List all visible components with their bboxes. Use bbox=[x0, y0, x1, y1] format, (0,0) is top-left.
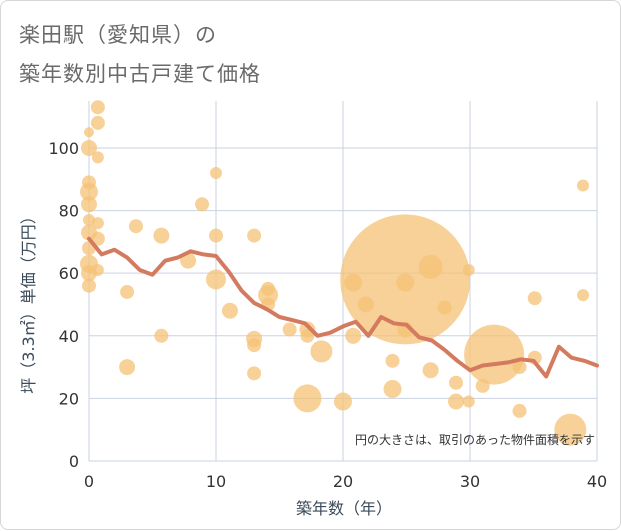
chart-title-line-2: 築年数別中古戸建て価格 bbox=[19, 62, 261, 86]
x-tick-label: 0 bbox=[84, 472, 94, 491]
data-bubble bbox=[84, 127, 94, 138]
x-axis-label: 築年数（年） bbox=[296, 499, 392, 518]
data-bubble bbox=[577, 179, 590, 192]
data-bubble bbox=[247, 338, 262, 353]
data-bubble bbox=[345, 327, 362, 344]
y-tick-label: 20 bbox=[59, 389, 79, 408]
data-bubble bbox=[81, 196, 97, 213]
data-bubble bbox=[437, 300, 452, 315]
data-bubble bbox=[282, 322, 297, 337]
data-bubble bbox=[462, 395, 475, 408]
x-tick-label: 10 bbox=[206, 472, 226, 491]
bubble-series bbox=[80, 100, 590, 446]
data-bubble bbox=[300, 328, 315, 343]
data-bubble bbox=[91, 217, 104, 230]
data-bubble bbox=[334, 392, 352, 411]
data-bubble bbox=[247, 366, 262, 381]
data-bubble bbox=[527, 291, 542, 306]
bubble-size-note: 円の大きさは、取引のあった物件面積を示す bbox=[355, 432, 595, 447]
data-bubble bbox=[90, 115, 105, 130]
data-bubble bbox=[396, 273, 415, 292]
data-bubble bbox=[82, 278, 96, 293]
data-bubble bbox=[221, 302, 238, 319]
data-bubble bbox=[247, 228, 262, 243]
data-bubble bbox=[153, 227, 170, 244]
data-bubble bbox=[554, 413, 587, 446]
x-tick-label: 30 bbox=[460, 472, 480, 491]
x-axis-ticks: 0 10 20 30 40 bbox=[84, 472, 607, 491]
data-bubble bbox=[119, 359, 136, 376]
data-bubble bbox=[195, 197, 210, 212]
data-bubble bbox=[206, 269, 226, 290]
data-bubble bbox=[293, 384, 322, 413]
data-bubble bbox=[209, 228, 223, 243]
data-bubble bbox=[448, 393, 465, 410]
data-bubble bbox=[154, 328, 169, 343]
y-tick-label: 0 bbox=[69, 452, 79, 471]
x-tick-label: 20 bbox=[333, 472, 353, 491]
y-tick-label: 40 bbox=[59, 327, 79, 346]
data-bubble bbox=[120, 284, 135, 299]
data-bubble bbox=[128, 219, 143, 234]
data-bubble bbox=[449, 375, 464, 390]
chart-title-line-1: 楽田駅（愛知県）の bbox=[19, 23, 217, 47]
data-bubble bbox=[310, 340, 333, 363]
data-bubble bbox=[418, 254, 443, 279]
data-bubble bbox=[577, 289, 590, 302]
data-bubble bbox=[81, 139, 97, 156]
x-tick-label: 40 bbox=[587, 472, 607, 491]
data-bubble bbox=[90, 100, 105, 115]
average-line bbox=[87, 236, 599, 379]
data-bubble bbox=[464, 324, 525, 385]
data-bubble bbox=[512, 360, 527, 375]
y-axis-label: 坪（3.3㎡）単価（万円） bbox=[19, 208, 38, 393]
data-bubble bbox=[91, 151, 104, 164]
data-bubble bbox=[383, 380, 402, 398]
data-bubble bbox=[80, 182, 98, 201]
y-tick-label: 80 bbox=[59, 202, 79, 221]
data-bubble bbox=[422, 362, 439, 379]
data-bubble bbox=[210, 167, 222, 179]
y-axis-ticks: 0 20 40 60 80 100 bbox=[48, 139, 79, 471]
data-bubble bbox=[462, 264, 475, 277]
y-tick-label: 60 bbox=[59, 264, 79, 283]
data-bubble bbox=[385, 353, 400, 368]
data-bubble bbox=[512, 403, 527, 418]
data-bubble bbox=[91, 264, 104, 277]
y-tick-label: 100 bbox=[48, 139, 79, 158]
